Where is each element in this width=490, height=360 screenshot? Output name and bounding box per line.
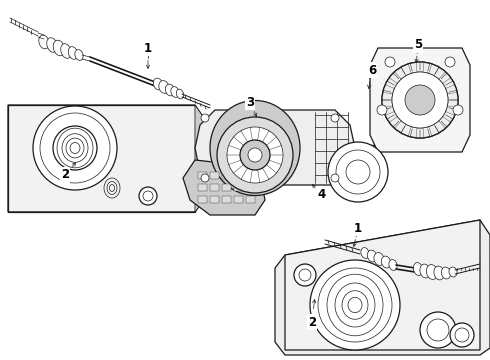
Bar bbox=[198, 172, 207, 179]
Ellipse shape bbox=[374, 253, 384, 265]
Circle shape bbox=[331, 114, 339, 122]
Ellipse shape bbox=[61, 44, 71, 58]
Text: 1: 1 bbox=[354, 221, 362, 234]
Text: 1: 1 bbox=[144, 41, 152, 54]
Circle shape bbox=[382, 62, 458, 138]
Bar bbox=[234, 196, 243, 203]
Bar bbox=[234, 184, 243, 191]
Ellipse shape bbox=[426, 265, 438, 279]
Circle shape bbox=[405, 85, 435, 115]
Circle shape bbox=[248, 148, 262, 162]
Text: 5: 5 bbox=[414, 39, 422, 51]
Bar bbox=[246, 196, 255, 203]
Ellipse shape bbox=[361, 248, 369, 258]
Circle shape bbox=[346, 160, 370, 184]
Bar bbox=[210, 184, 219, 191]
Circle shape bbox=[382, 62, 458, 138]
Circle shape bbox=[201, 114, 209, 122]
Ellipse shape bbox=[420, 264, 430, 278]
Bar bbox=[198, 196, 207, 203]
Polygon shape bbox=[370, 48, 470, 152]
Ellipse shape bbox=[368, 250, 377, 262]
Text: 2: 2 bbox=[61, 168, 69, 181]
Ellipse shape bbox=[165, 84, 174, 96]
Bar bbox=[222, 196, 231, 203]
Bar bbox=[222, 172, 231, 179]
Ellipse shape bbox=[159, 81, 169, 93]
Ellipse shape bbox=[389, 260, 397, 270]
Bar bbox=[210, 172, 219, 179]
Circle shape bbox=[392, 72, 448, 128]
Circle shape bbox=[445, 57, 455, 67]
Ellipse shape bbox=[414, 262, 422, 275]
Circle shape bbox=[450, 323, 474, 347]
Bar bbox=[222, 184, 231, 191]
Circle shape bbox=[453, 105, 463, 115]
Polygon shape bbox=[285, 220, 480, 350]
Polygon shape bbox=[8, 105, 204, 212]
Circle shape bbox=[53, 126, 97, 170]
Ellipse shape bbox=[381, 256, 391, 268]
Ellipse shape bbox=[171, 87, 179, 97]
Ellipse shape bbox=[153, 78, 163, 90]
Text: 2: 2 bbox=[308, 315, 316, 328]
Ellipse shape bbox=[75, 50, 83, 60]
Ellipse shape bbox=[39, 35, 49, 49]
Ellipse shape bbox=[68, 47, 78, 59]
Polygon shape bbox=[195, 110, 355, 185]
Ellipse shape bbox=[176, 89, 184, 99]
Ellipse shape bbox=[47, 38, 57, 52]
Polygon shape bbox=[275, 220, 490, 355]
Bar bbox=[210, 196, 219, 203]
Circle shape bbox=[377, 105, 387, 115]
Circle shape bbox=[240, 140, 270, 170]
Circle shape bbox=[227, 127, 283, 183]
Text: 3: 3 bbox=[246, 95, 254, 108]
Circle shape bbox=[328, 142, 388, 202]
Bar bbox=[246, 172, 255, 179]
Ellipse shape bbox=[434, 266, 444, 280]
Ellipse shape bbox=[53, 40, 65, 56]
Circle shape bbox=[385, 57, 395, 67]
Circle shape bbox=[201, 174, 209, 182]
Text: 6: 6 bbox=[368, 63, 376, 77]
Circle shape bbox=[217, 117, 293, 193]
Circle shape bbox=[331, 174, 339, 182]
Bar bbox=[234, 172, 243, 179]
Circle shape bbox=[392, 72, 448, 128]
Polygon shape bbox=[8, 105, 195, 212]
Circle shape bbox=[139, 187, 157, 205]
Bar bbox=[246, 184, 255, 191]
Ellipse shape bbox=[441, 267, 451, 279]
Ellipse shape bbox=[449, 267, 457, 277]
Ellipse shape bbox=[210, 100, 300, 195]
Polygon shape bbox=[183, 160, 265, 215]
Circle shape bbox=[310, 260, 400, 350]
Text: 4: 4 bbox=[318, 189, 326, 202]
Polygon shape bbox=[8, 105, 204, 212]
Bar bbox=[198, 184, 207, 191]
Circle shape bbox=[33, 106, 117, 190]
Circle shape bbox=[420, 312, 456, 348]
Circle shape bbox=[294, 264, 316, 286]
